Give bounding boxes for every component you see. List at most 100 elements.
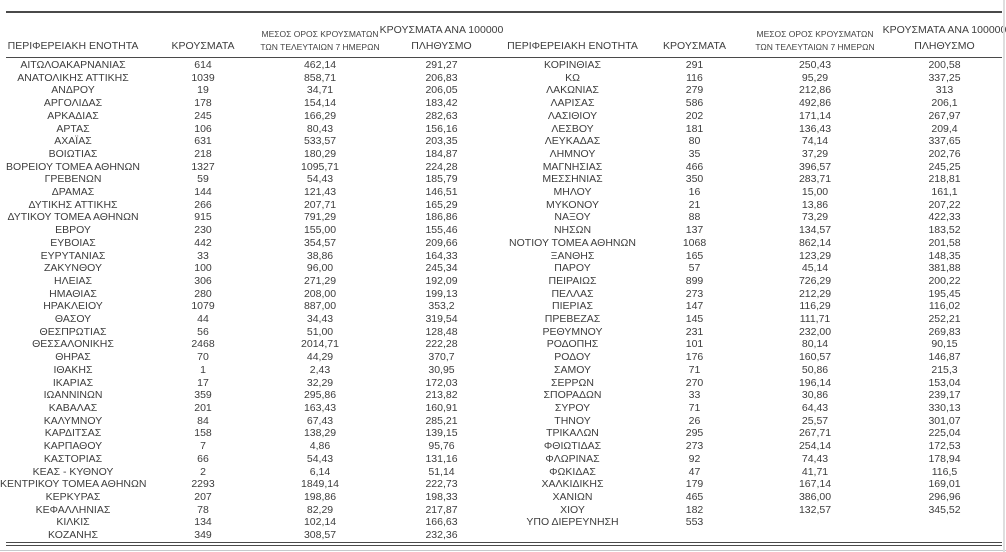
cell-avg7: 250,43 <box>798 59 832 71</box>
cell-avg7: 102,14 <box>303 516 337 529</box>
table-row: ΚΕΝΤΡΙΚΟΥ ΤΟΜΕΑ ΑΘΗΝΩΝ 2293 1849,14 222,73 <box>0 478 503 491</box>
cell-region: ΚΟΖΑΝΗΣ <box>48 529 98 542</box>
cell-per100k: 30,95 <box>428 363 455 376</box>
cell-cases: 553 <box>685 516 704 529</box>
cell-avg7: 95,29 <box>801 71 829 84</box>
regions-table-right: ΚΟΡΙΝΘΙΑΣ 291 250,43 200,58 ΚΩ 116 95,29 337,25… <box>503 59 1006 529</box>
cell-avg7: 396,57 <box>798 160 832 173</box>
header-underline-rule <box>6 56 1002 59</box>
cell-avg7: 54,43 <box>306 173 334 186</box>
cell-per100k: 422,33 <box>928 211 961 224</box>
cell-cases: 134 <box>194 516 212 529</box>
cell-per100k: 185,79 <box>425 173 458 186</box>
cell-region: ΝΑΞΟΥ <box>554 211 591 224</box>
table-row: ΛΕΥΚΑΔΑΣ 80 74,14 337,65 <box>503 135 1006 148</box>
table-row: ΛΑΡΙΣΑΣ 586 492,86 206,1 <box>503 97 1006 110</box>
cell-cases: 1 <box>200 363 206 376</box>
cell-avg7: 212,86 <box>798 84 832 97</box>
cell-region: ΡΕΘΥΜΝΟΥ <box>542 325 603 338</box>
regions-table-left-body: ΑΙΤΩΛΟΑΚΑΡΝΑΝΙΑΣ 614 462,14 291,27 ΑΝΑΤΟΛΙΚΗ… <box>0 59 503 542</box>
cell-region: ΣΕΡΡΩΝ <box>551 376 594 389</box>
cell-avg7: 166,29 <box>303 109 337 122</box>
cell-cases: 56 <box>197 325 209 338</box>
cell-cases: 245 <box>194 109 212 122</box>
cell-cases: 165 <box>685 249 704 262</box>
table-row: ΖΑΚΥΝΘΟΥ 100 96,00 245,34 <box>0 262 503 275</box>
table-row: ΑΡΚΑΔΙΑΣ 245 166,29 282,63 <box>0 110 503 123</box>
column-header-label-line1: ΜΕΣΟΣ ΟΡΟΣ ΚΡΟΥΣΜΑΤΩΝ <box>756 29 874 39</box>
cell-avg7: 67,43 <box>306 414 334 427</box>
cell-avg7: 15,00 <box>801 186 829 199</box>
cell-cases: 442 <box>194 236 212 249</box>
cell-per100k: 296,96 <box>928 490 961 503</box>
cell-region: ΧΑΝΙΩΝ <box>552 490 593 503</box>
cell-cases: 465 <box>685 490 704 503</box>
table-row: ΑΙΤΩΛΟΑΚΑΡΝΑΝΙΑΣ 614 462,14 291,27 <box>0 59 503 72</box>
column-header-avg7-left: ΜΕΣΟΣ ΟΡΟΣ ΚΡΟΥΣΜΑΤΩΝ ΤΩΝ ΤΕΛΕΥΤΑΙΩΝ 7 Η… <box>260 28 380 57</box>
cell-avg7: 37,29 <box>801 147 829 160</box>
cell-avg7: 462,14 <box>303 59 337 71</box>
cell-region: ΗΛΕΙΑΣ <box>53 274 92 287</box>
cell-region: ΗΡΑΚΛΕΙΟΥ <box>43 300 103 313</box>
table-row: ΔΡΑΜΑΣ 144 121,43 146,51 <box>0 186 503 199</box>
cell-avg7: 74,14 <box>801 135 829 148</box>
cell-region: ΑΡΤΑΣ <box>56 122 90 135</box>
cell-cases: 16 <box>688 186 701 199</box>
cell-per100k: 207,22 <box>928 198 961 211</box>
cell-avg7: 73,29 <box>801 211 829 224</box>
cell-per100k: 252,21 <box>928 313 961 326</box>
cell-avg7: 492,86 <box>798 97 832 110</box>
column-header-label-line2: ΤΩΝ ΤΕΛΕΥΤΑΙΩΝ 7 ΗΜΕΡΩΝ <box>755 42 875 52</box>
table-row: ΡΕΘΥΜΝΟΥ 231 232,00 269,83 <box>503 326 1006 339</box>
table-row: ΦΛΩΡΙΝΑΣ 92 74,43 178,94 <box>503 453 1006 466</box>
cell-per100k: 164,33 <box>425 249 458 262</box>
cell-cases: 230 <box>194 224 212 237</box>
cell-per100k: 222,28 <box>425 338 458 351</box>
cell-per100k: 301,07 <box>928 414 961 427</box>
cell-avg7: 34,71 <box>306 84 334 97</box>
cell-per100k: 156,16 <box>425 122 458 135</box>
cell-avg7: 2014,71 <box>301 338 339 351</box>
column-header-label-line1: ΚΡΟΥΣΜΑΤΑ ΑΝΑ 100000 <box>882 24 1006 36</box>
column-header-per100k-right: ΚΡΟΥΣΜΑΤΑ ΑΝΑ 100000 ΠΛΗΘΥΣΜΟ <box>883 23 1006 57</box>
table-row: ΜΕΣΣΗΝΙΑΣ 350 283,71 218,81 <box>503 173 1006 186</box>
cell-region: ΚΟΡΙΝΘΙΑΣ <box>544 59 601 71</box>
table-row: ΗΡΑΚΛΕΙΟΥ 1079 887,00 353,2 <box>0 300 503 313</box>
column-header-label-line2: ΠΛΗΘΥΣΜΟ <box>411 39 472 52</box>
cell-avg7: 6,14 <box>309 465 331 478</box>
cell-avg7: 858,71 <box>303 71 337 84</box>
table-top-rule <box>6 11 1002 13</box>
cell-cases: 231 <box>685 325 704 338</box>
cell-region: ΙΚΑΡΙΑΣ <box>52 376 94 389</box>
cell-region: ΜΗΛΟΥ <box>553 186 592 199</box>
cell-cases: 279 <box>685 84 704 97</box>
column-header-label-line1: ΚΡΟΥΣΜΑΤΑ ΑΝΑ 100000 <box>379 24 504 36</box>
table-row: ΑΧΑΪΑΣ 631 533,57 203,35 <box>0 135 503 148</box>
cell-cases: 57 <box>688 262 701 275</box>
cell-region: ΔΥΤΙΚΟΥ ΤΟΜΕΑ ΑΘΗΝΩΝ <box>7 211 139 224</box>
column-header-label: ΠΕΡΙΦΕΡΕΙΑΚΗ ΕΝΟΤΗΤΑ <box>507 39 638 52</box>
cell-per100k: 330,13 <box>928 401 961 414</box>
cell-per100k: 183,42 <box>425 97 458 110</box>
cell-avg7: 167,14 <box>798 478 832 491</box>
cell-region: ΞΑΝΘΗΣ <box>550 249 595 262</box>
cell-cases: 100 <box>194 262 212 275</box>
cell-region: ΑΙΤΩΛΟΑΚΑΡΝΑΝΙΑΣ <box>20 59 126 71</box>
table-row: ΚΙΛΚΙΣ 134 102,14 166,63 <box>0 516 503 529</box>
cell-avg7: 82,29 <box>306 503 334 516</box>
cell-avg7: 1095,71 <box>301 160 339 173</box>
cell-avg7: 163,43 <box>303 401 337 414</box>
cell-avg7: 533,57 <box>303 135 337 148</box>
cell-per100k: 337,25 <box>928 71 961 84</box>
cell-cases: 1079 <box>191 300 215 313</box>
cell-per100k: 291,27 <box>425 59 458 71</box>
table-row: ΙΩΑΝΝΙΝΩΝ 359 295,86 213,82 <box>0 389 503 402</box>
cell-region: ΙΘΑΚΗΣ <box>53 363 93 376</box>
table-row: ΧΑΛΚΙΔΙΚΗΣ 179 167,14 169,01 <box>503 478 1006 491</box>
cell-per100k: 90,15 <box>931 338 958 351</box>
cell-per100k: 224,28 <box>425 160 458 173</box>
cell-region: ΚΑΡΠΑΘΟΥ <box>43 440 103 453</box>
cell-region: ΠΙΕΡΙΑΣ <box>552 300 593 313</box>
cell-cases: 84 <box>197 414 209 427</box>
table-row: ΤΡΙΚΑΛΩΝ 295 267,71 225,04 <box>503 427 1006 440</box>
